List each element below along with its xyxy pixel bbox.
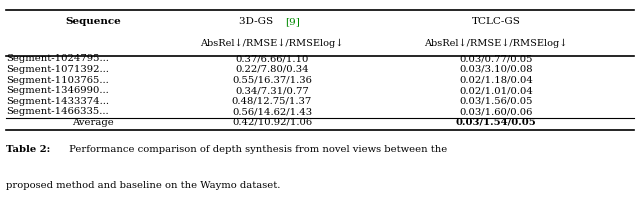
Text: Sequence: Sequence <box>65 17 121 26</box>
Text: 0.56/14.62/1.43: 0.56/14.62/1.43 <box>232 107 312 116</box>
Text: 0.22/7.80/0.34: 0.22/7.80/0.34 <box>235 65 309 74</box>
Text: 0.02/1.01/0.04: 0.02/1.01/0.04 <box>459 86 533 95</box>
Text: Segment-1433374...: Segment-1433374... <box>6 97 109 106</box>
Text: AbsRel↓/RMSE↓/RMSElog↓: AbsRel↓/RMSE↓/RMSElog↓ <box>424 39 568 48</box>
Text: Table 2:: Table 2: <box>6 145 51 154</box>
Text: TCLC-GS: TCLC-GS <box>472 17 520 26</box>
Text: Segment-1024795...: Segment-1024795... <box>6 54 109 63</box>
Text: 0.37/6.66/1.10: 0.37/6.66/1.10 <box>236 54 308 63</box>
Text: 0.42/10.92/1.06: 0.42/10.92/1.06 <box>232 118 312 127</box>
Text: 3D-GS: 3D-GS <box>239 17 276 26</box>
Text: [9]: [9] <box>285 17 300 26</box>
Text: 0.03/3.10/0.08: 0.03/3.10/0.08 <box>459 65 533 74</box>
Text: AbsRel↓/RMSE↓/RMSElog↓: AbsRel↓/RMSE↓/RMSElog↓ <box>200 39 344 48</box>
Text: Average: Average <box>72 118 114 127</box>
Text: 0.03/1.54/0.05: 0.03/1.54/0.05 <box>456 118 536 127</box>
Text: 0.48/12.75/1.37: 0.48/12.75/1.37 <box>232 97 312 106</box>
Text: 0.02/1.18/0.04: 0.02/1.18/0.04 <box>459 76 533 84</box>
Text: Segment-1346990...: Segment-1346990... <box>6 86 109 95</box>
Text: Segment-1103765...: Segment-1103765... <box>6 76 109 84</box>
Text: 0.03/0.77/0.05: 0.03/0.77/0.05 <box>460 54 532 63</box>
Text: 0.34/7.31/0.77: 0.34/7.31/0.77 <box>235 86 309 95</box>
Text: Segment-1071392...: Segment-1071392... <box>6 65 109 74</box>
Text: Performance comparison of depth synthesis from novel views between the: Performance comparison of depth synthesi… <box>66 145 447 154</box>
Text: Segment-1466335...: Segment-1466335... <box>6 107 109 116</box>
Text: proposed method and baseline on the Waymo dataset.: proposed method and baseline on the Waym… <box>6 181 281 190</box>
Text: 0.03/1.56/0.05: 0.03/1.56/0.05 <box>460 97 532 106</box>
Text: 0.03/1.60/0.06: 0.03/1.60/0.06 <box>460 107 532 116</box>
Text: 0.55/16.37/1.36: 0.55/16.37/1.36 <box>232 76 312 84</box>
